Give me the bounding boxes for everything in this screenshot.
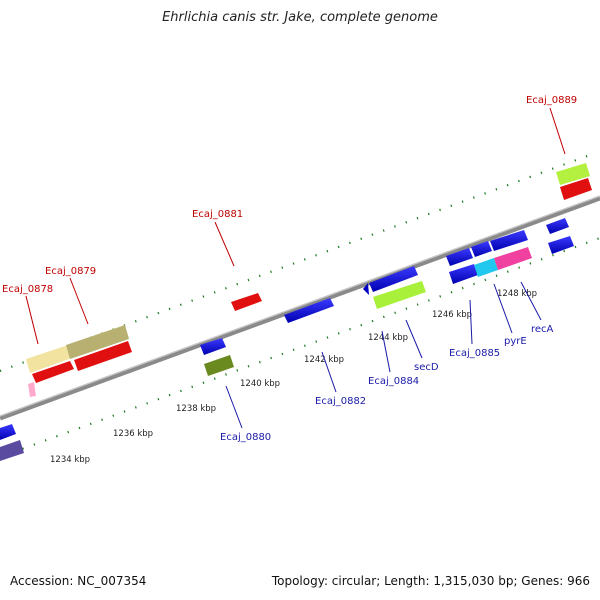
tick-label: 1242 kbp	[304, 355, 344, 365]
gene-label-ecaj-0884: Ecaj_0884	[368, 376, 419, 387]
map-title: Ehrlichia canis str. Jake, complete geno…	[162, 10, 438, 25]
gene-label-reca: recA	[531, 324, 554, 335]
gene-ecaj-0879-cds	[26, 345, 72, 373]
gene-ecaj-0881	[231, 293, 262, 311]
gene-label-ecaj-0885: Ecaj_0885	[449, 348, 500, 359]
tick-label: 1244 kbp	[368, 333, 408, 343]
forward-features	[26, 163, 592, 397]
tick-labels: 1234 kbp 1236 kbp 1238 kbp 1240 kbp 1242…	[50, 289, 537, 465]
gene-label-ecaj-0881: Ecaj_0881	[192, 209, 243, 220]
genome-backbone	[0, 195, 600, 421]
gene-label-secd: secD	[414, 362, 439, 373]
gene-label-ecaj-0882: Ecaj_0882	[315, 396, 366, 407]
reverse-features	[0, 236, 574, 461]
tick-label: 1236 kbp	[113, 429, 153, 439]
gene-ecaj-0889	[556, 163, 590, 185]
tick-label: 1240 kbp	[240, 379, 280, 389]
tick-label: 1246 kbp	[432, 310, 472, 320]
gene-ecaj-0879	[66, 325, 129, 359]
gene-ecaj-0880	[204, 355, 234, 376]
gene-label-ecaj-0878: Ecaj_0878	[2, 284, 53, 295]
gene-labels-bottom: Ecaj_0880 Ecaj_0882 Ecaj_0884 secD Ecaj_…	[220, 281, 554, 443]
tick-label: 1248 kbp	[497, 289, 537, 299]
genome-summary-text: Topology: circular; Length: 1,315,030 bp…	[271, 574, 590, 588]
accession-text: Accession: NC_007354	[10, 574, 147, 588]
gene-ecaj-0878	[32, 361, 74, 383]
gene-label-pyre: pyrE	[504, 336, 527, 347]
gene-label-ecaj-0879: Ecaj_0879	[45, 266, 96, 277]
gene-label-ecaj-0880: Ecaj_0880	[220, 432, 271, 443]
tick-label: 1234 kbp	[50, 455, 90, 465]
gene-label-ecaj-0889: Ecaj_0889	[526, 95, 577, 106]
gene-labels-top: Ecaj_0878 Ecaj_0879 Ecaj_0881 Ecaj_0889	[2, 95, 577, 345]
tick-label: 1238 kbp	[176, 404, 216, 414]
